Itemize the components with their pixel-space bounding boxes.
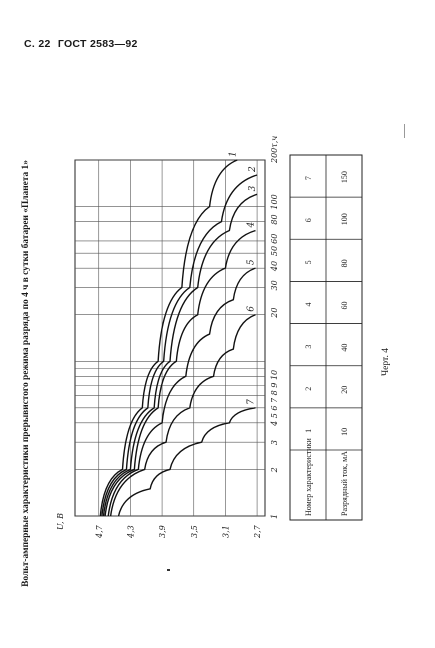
voltage-tick-label: 3,5 — [190, 525, 199, 538]
curve-label-2: 2 — [248, 166, 258, 173]
page-number: С. 22 — [24, 38, 51, 50]
table-cell-current: 80 — [340, 259, 349, 267]
time-tick-label: 4 5 6 7 8 9 10 — [270, 370, 279, 427]
table-cell-number: 6 — [304, 218, 313, 222]
table-cell-number: 3 — [304, 345, 313, 349]
table-cell-current: 100 — [340, 213, 349, 225]
time-tick-label: 100 — [270, 194, 279, 209]
voltage-tick-label: 4,3 — [126, 525, 135, 539]
time-tick-label: 80 — [270, 214, 279, 224]
curve-5 — [107, 267, 256, 517]
time-tick-label: 60 — [270, 234, 279, 244]
curve-2 — [101, 174, 258, 517]
voltage-tick-label: 3,1 — [221, 525, 230, 538]
time-tick-label: 30 — [270, 280, 279, 290]
table-cell-number: 2 — [304, 387, 313, 391]
table-cell-number: 1 — [304, 429, 313, 433]
document-number: ГОСТ 2583—92 — [57, 38, 138, 50]
time-tick-label: 200τ,ч — [270, 136, 279, 164]
page-header: С. 22 ГОСТ 2583—92 — [24, 38, 142, 50]
table-cell-current: 150 — [340, 171, 349, 183]
table-cell-number: 4 — [304, 303, 313, 307]
table-header-number: Номер характеристики — [304, 437, 313, 516]
margin-mark — [404, 124, 405, 138]
table-cell-number: 5 — [304, 260, 313, 264]
curve-4 — [104, 229, 256, 517]
time-tick-label: 3 — [270, 440, 279, 445]
voltage-tick-label: 4,7 — [95, 524, 104, 539]
curve-1 — [99, 159, 238, 517]
curve-label-7: 7 — [247, 399, 257, 405]
table-cell-current: 40 — [340, 344, 349, 352]
plot-frame — [74, 159, 266, 517]
time-tick-label: 2 — [270, 467, 279, 473]
time-tick-label: 50 — [270, 246, 279, 256]
curve-6 — [109, 314, 256, 517]
curve-label-4: 4 — [247, 222, 257, 229]
table-header-current: Разрядный ток, мА — [340, 451, 349, 516]
curve-label-6: 6 — [247, 306, 257, 312]
table-cell-current: 60 — [340, 302, 349, 310]
table-cell-number: 7 — [304, 176, 313, 180]
time-tick-label: 1 — [270, 514, 279, 519]
curve-label-5: 5 — [247, 259, 257, 265]
curve-label-1: 1 — [228, 151, 238, 157]
time-tick-label: 20 — [270, 308, 279, 319]
voltage-tick-label: 2,7 — [253, 524, 262, 539]
time-tick-label: 40 — [270, 261, 279, 272]
figure-caption: Черт. 4 — [381, 348, 391, 376]
curve-label-3: 3 — [248, 185, 258, 191]
voltage-tick-label: 3,9 — [158, 525, 167, 538]
curve-7 — [117, 407, 256, 517]
voltage-axis-title: U, В — [56, 513, 65, 530]
curve-3 — [102, 193, 258, 517]
stray-mark — [167, 569, 170, 571]
table-cell-current: 20 — [340, 386, 349, 394]
table-cell-current: 10 — [340, 428, 349, 436]
